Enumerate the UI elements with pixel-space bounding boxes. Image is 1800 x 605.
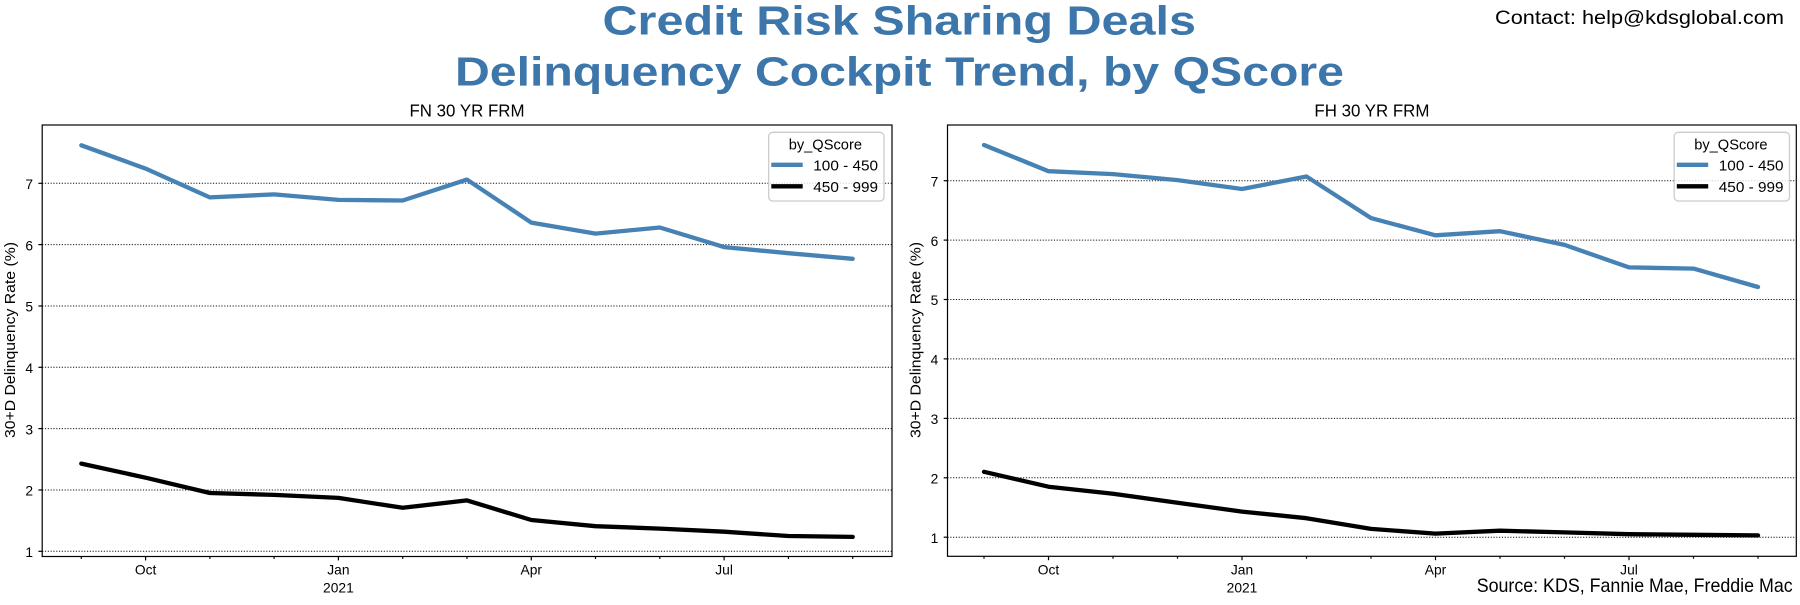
svg-text:Jan: Jan <box>1231 563 1253 578</box>
svg-text:Apr: Apr <box>1425 563 1447 578</box>
svg-text:30+D Delinquency Rate (%): 30+D Delinquency Rate (%) <box>908 242 924 438</box>
svg-text:30+D Delinquency Rate (%): 30+D Delinquency Rate (%) <box>3 242 19 438</box>
svg-text:Jul: Jul <box>715 563 733 578</box>
svg-text:Source: KDS, Fannie Mae, Fredd: Source: KDS, Fannie Mae, Freddie Mac <box>1477 575 1793 597</box>
svg-text:Credit Risk Sharing Deals: Credit Risk Sharing Deals <box>603 0 1197 44</box>
svg-text:Jan: Jan <box>327 563 349 578</box>
svg-text:1: 1 <box>25 545 33 560</box>
svg-text:6: 6 <box>931 234 939 249</box>
svg-text:Oct: Oct <box>135 563 157 578</box>
svg-text:3: 3 <box>931 412 939 427</box>
svg-text:2021: 2021 <box>323 581 354 596</box>
svg-text:Oct: Oct <box>1038 563 1060 578</box>
svg-text:by_QScore: by_QScore <box>1694 138 1767 154</box>
svg-text:by_QScore: by_QScore <box>789 138 862 154</box>
svg-text:Apr: Apr <box>521 563 543 578</box>
svg-text:2021: 2021 <box>1227 581 1258 596</box>
svg-text:FH 30 YR FRM: FH 30 YR FRM <box>1314 101 1429 121</box>
svg-text:100 - 450: 100 - 450 <box>813 158 878 174</box>
svg-text:2: 2 <box>25 484 33 499</box>
svg-text:7: 7 <box>25 177 33 192</box>
svg-text:450 - 999: 450 - 999 <box>1719 180 1784 196</box>
svg-text:1: 1 <box>931 531 939 546</box>
svg-text:Jul: Jul <box>1620 563 1638 578</box>
svg-text:3: 3 <box>25 422 33 437</box>
svg-text:Delinquency Cockpit Trend, by: Delinquency Cockpit Trend, by QScore <box>455 48 1344 94</box>
svg-text:4: 4 <box>25 361 33 376</box>
svg-text:5: 5 <box>931 293 939 308</box>
svg-text:7: 7 <box>931 174 939 189</box>
svg-text:2: 2 <box>931 472 939 487</box>
svg-text:6: 6 <box>25 238 33 253</box>
svg-text:FN 30 YR FRM: FN 30 YR FRM <box>410 101 525 121</box>
svg-text:4: 4 <box>931 353 939 368</box>
svg-text:5: 5 <box>25 300 33 315</box>
svg-text:Contact: help@kdsglobal.com: Contact: help@kdsglobal.com <box>1495 7 1784 29</box>
svg-text:100 - 450: 100 - 450 <box>1719 158 1784 174</box>
svg-text:450 - 999: 450 - 999 <box>813 180 878 196</box>
